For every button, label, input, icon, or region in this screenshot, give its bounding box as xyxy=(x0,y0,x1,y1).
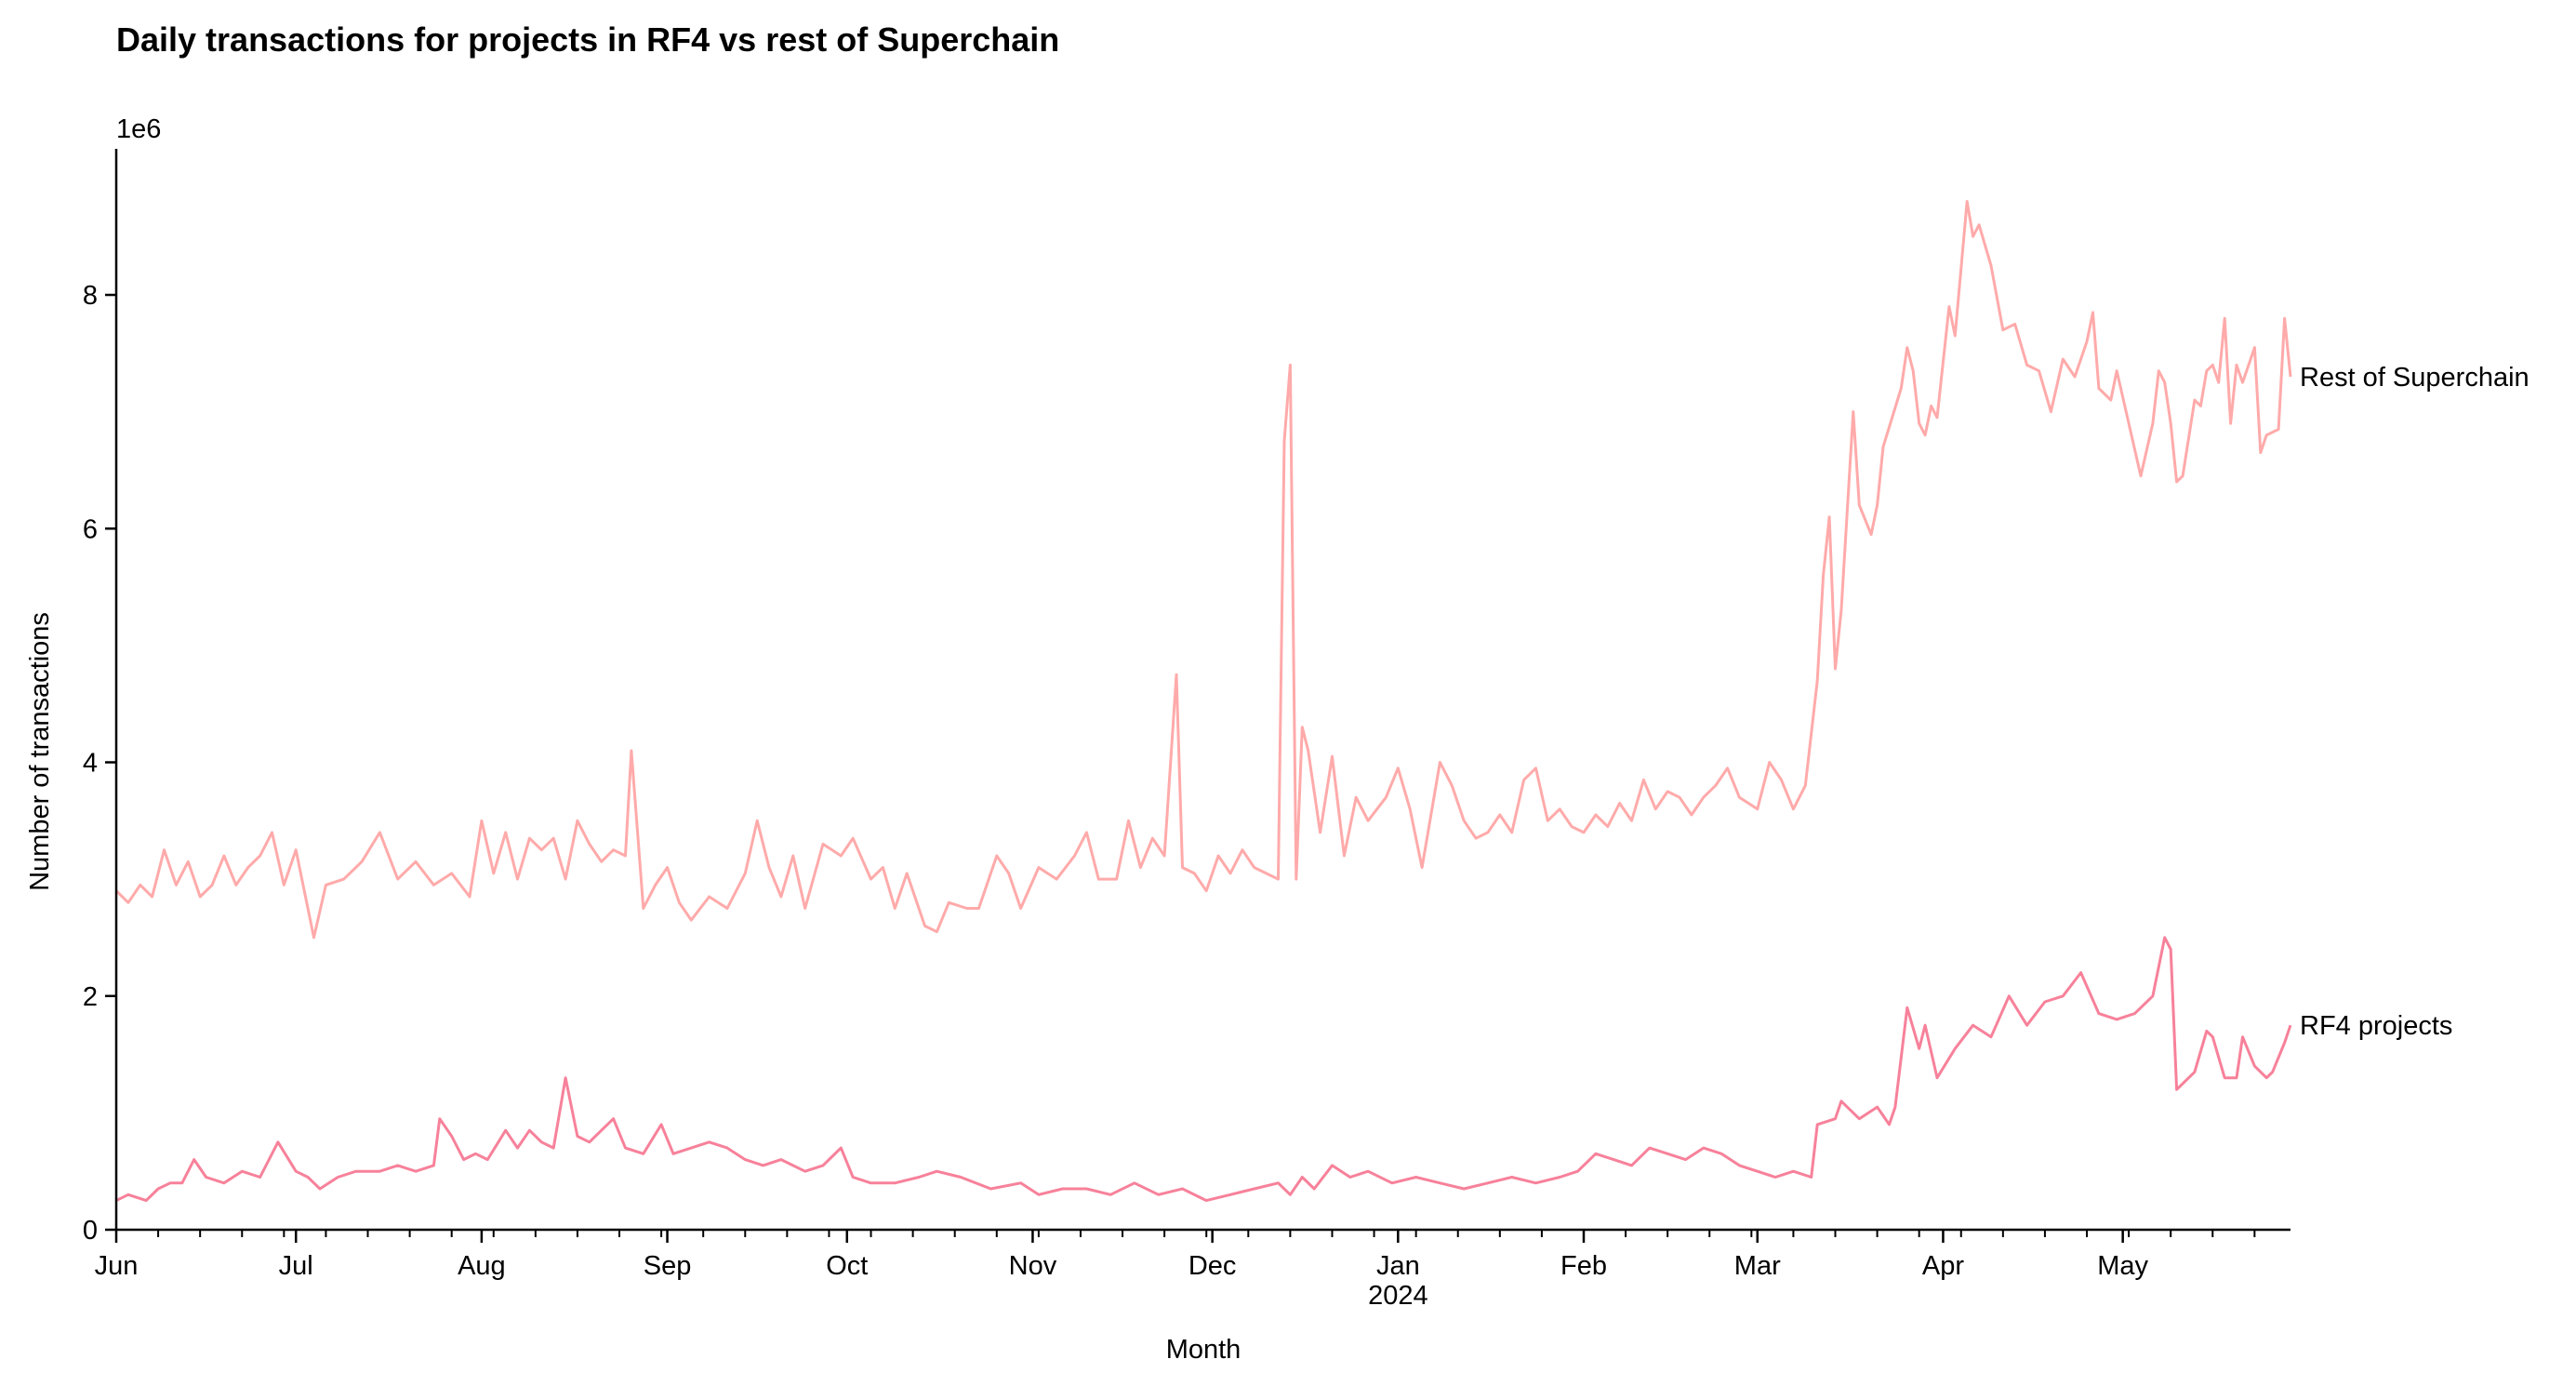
x-tick-label: Apr xyxy=(1922,1251,1964,1281)
x-axis-title: Month xyxy=(1166,1335,1242,1365)
x-tick-label: Oct xyxy=(826,1251,868,1281)
x-tick-label: Jul xyxy=(279,1251,313,1281)
y-tick-label: 4 xyxy=(83,749,98,779)
series-line-0 xyxy=(114,200,2292,940)
x-tick-label: Jan xyxy=(1376,1251,1420,1281)
x-tick-label: May xyxy=(2097,1251,2148,1281)
chart-title: Daily transactions for projects in RF4 v… xyxy=(116,20,1060,59)
x-tick-label: Dec xyxy=(1188,1251,1237,1281)
y-multiplier-label: 1e6 xyxy=(116,114,161,144)
x-tick-label: Jun xyxy=(95,1251,139,1281)
axes-layer xyxy=(114,149,2291,1232)
series-end-label: RF4 projects xyxy=(2300,1011,2452,1041)
x-tick-label: Mar xyxy=(1734,1251,1781,1281)
series-end-labels: Rest of Superchain RF4 projects xyxy=(2300,363,2530,1041)
series-line-1 xyxy=(115,936,2292,1203)
series-layer xyxy=(114,200,2292,1203)
x-tick-label: Feb xyxy=(1560,1251,1607,1281)
x-tick-sublabel: 2024 xyxy=(1368,1281,1428,1311)
y-axis-title: Number of transactions xyxy=(25,612,55,891)
y-tick-label: 2 xyxy=(83,982,98,1012)
y-tick-label: 0 xyxy=(83,1216,98,1246)
series-end-label: Rest of Superchain xyxy=(2300,363,2530,393)
x-tick-label: Sep xyxy=(644,1251,692,1281)
x-tick-label: Nov xyxy=(1009,1251,1057,1281)
x-tick-label: Aug xyxy=(458,1251,506,1281)
y-tick-label: 8 xyxy=(83,281,98,311)
y-tick-label: 6 xyxy=(83,514,98,544)
